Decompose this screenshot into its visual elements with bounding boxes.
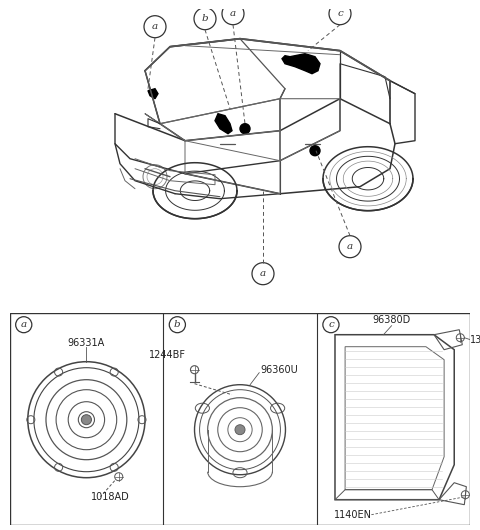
Text: a: a: [347, 242, 353, 251]
Circle shape: [81, 414, 92, 425]
Text: c: c: [328, 320, 334, 329]
Text: b: b: [202, 14, 208, 23]
Circle shape: [235, 425, 245, 435]
Text: 1244BF: 1244BF: [149, 350, 186, 360]
Text: 1140EN: 1140EN: [334, 510, 372, 520]
Circle shape: [310, 146, 320, 156]
Text: 1339CC: 1339CC: [470, 335, 480, 344]
Text: 96380D: 96380D: [372, 315, 411, 325]
Text: a: a: [21, 320, 27, 329]
Text: b: b: [174, 320, 180, 329]
Circle shape: [240, 123, 250, 134]
Text: c: c: [337, 9, 343, 18]
Polygon shape: [215, 114, 232, 134]
Text: 1018AD: 1018AD: [91, 492, 130, 502]
Text: a: a: [230, 9, 236, 18]
Polygon shape: [148, 89, 158, 99]
Text: a: a: [260, 269, 266, 278]
Text: 96331A: 96331A: [68, 338, 105, 348]
Text: 96360U: 96360U: [260, 365, 298, 375]
Polygon shape: [282, 54, 320, 74]
Text: a: a: [152, 22, 158, 31]
